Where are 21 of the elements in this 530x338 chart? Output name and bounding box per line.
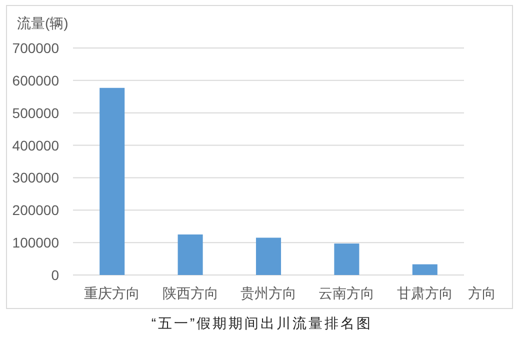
bar	[100, 88, 125, 275]
y-tick-label: 500000	[12, 104, 60, 121]
text: “五一”假期期间出川流量排名图	[151, 315, 373, 331]
y-axis-title: 流量(辆)	[17, 15, 68, 31]
x-tick-label: 云南方向	[318, 285, 375, 301]
x-tick-label: 贵州方向	[240, 285, 296, 301]
bar	[412, 264, 438, 275]
bar	[334, 244, 360, 275]
bar	[178, 234, 203, 275]
y-tick-label: 700000	[12, 40, 60, 56]
x-tick-label: 甘肃方向	[396, 285, 453, 301]
y-tick-label: 400000	[12, 137, 60, 154]
x-axis-title: 方向	[468, 285, 496, 301]
y-tick-label: 300000	[12, 170, 60, 186]
y-tick-label: 200000	[12, 202, 60, 218]
y-tick-label: 0	[51, 267, 60, 283]
y-tick-label: 600000	[12, 72, 60, 88]
bar	[256, 238, 282, 275]
x-tick-label: 陕西方向	[162, 285, 218, 301]
x-tick-label: 重庆方向	[84, 285, 140, 301]
y-tick-label: 100000	[12, 234, 60, 251]
